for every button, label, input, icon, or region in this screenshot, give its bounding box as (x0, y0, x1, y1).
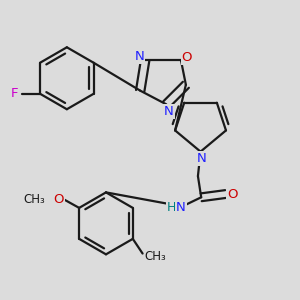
Text: N: N (176, 201, 186, 214)
Text: CH₃: CH₃ (23, 193, 45, 206)
Text: O: O (182, 51, 192, 64)
Text: H: H (167, 201, 176, 214)
Text: N: N (196, 152, 206, 165)
Text: CH₃: CH₃ (144, 250, 166, 263)
Text: O: O (53, 193, 64, 206)
Text: F: F (11, 87, 19, 100)
Text: N: N (164, 105, 174, 118)
Text: N: N (134, 50, 144, 63)
Text: O: O (227, 188, 237, 200)
